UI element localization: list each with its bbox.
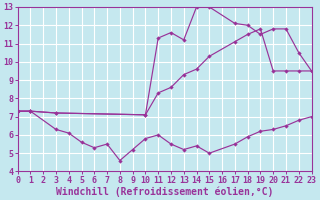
X-axis label: Windchill (Refroidissement éolien,°C): Windchill (Refroidissement éolien,°C) xyxy=(56,186,273,197)
